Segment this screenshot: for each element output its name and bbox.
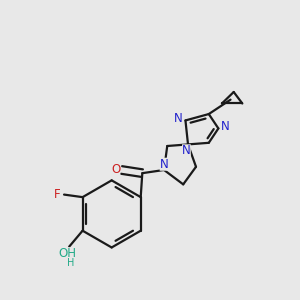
Text: O: O <box>111 164 120 176</box>
Text: N: N <box>174 112 183 125</box>
Text: N: N <box>182 144 191 157</box>
Text: OH: OH <box>58 247 76 260</box>
Text: N: N <box>160 158 168 171</box>
Text: H: H <box>68 258 75 268</box>
Text: F: F <box>54 188 60 201</box>
Text: N: N <box>220 120 229 133</box>
